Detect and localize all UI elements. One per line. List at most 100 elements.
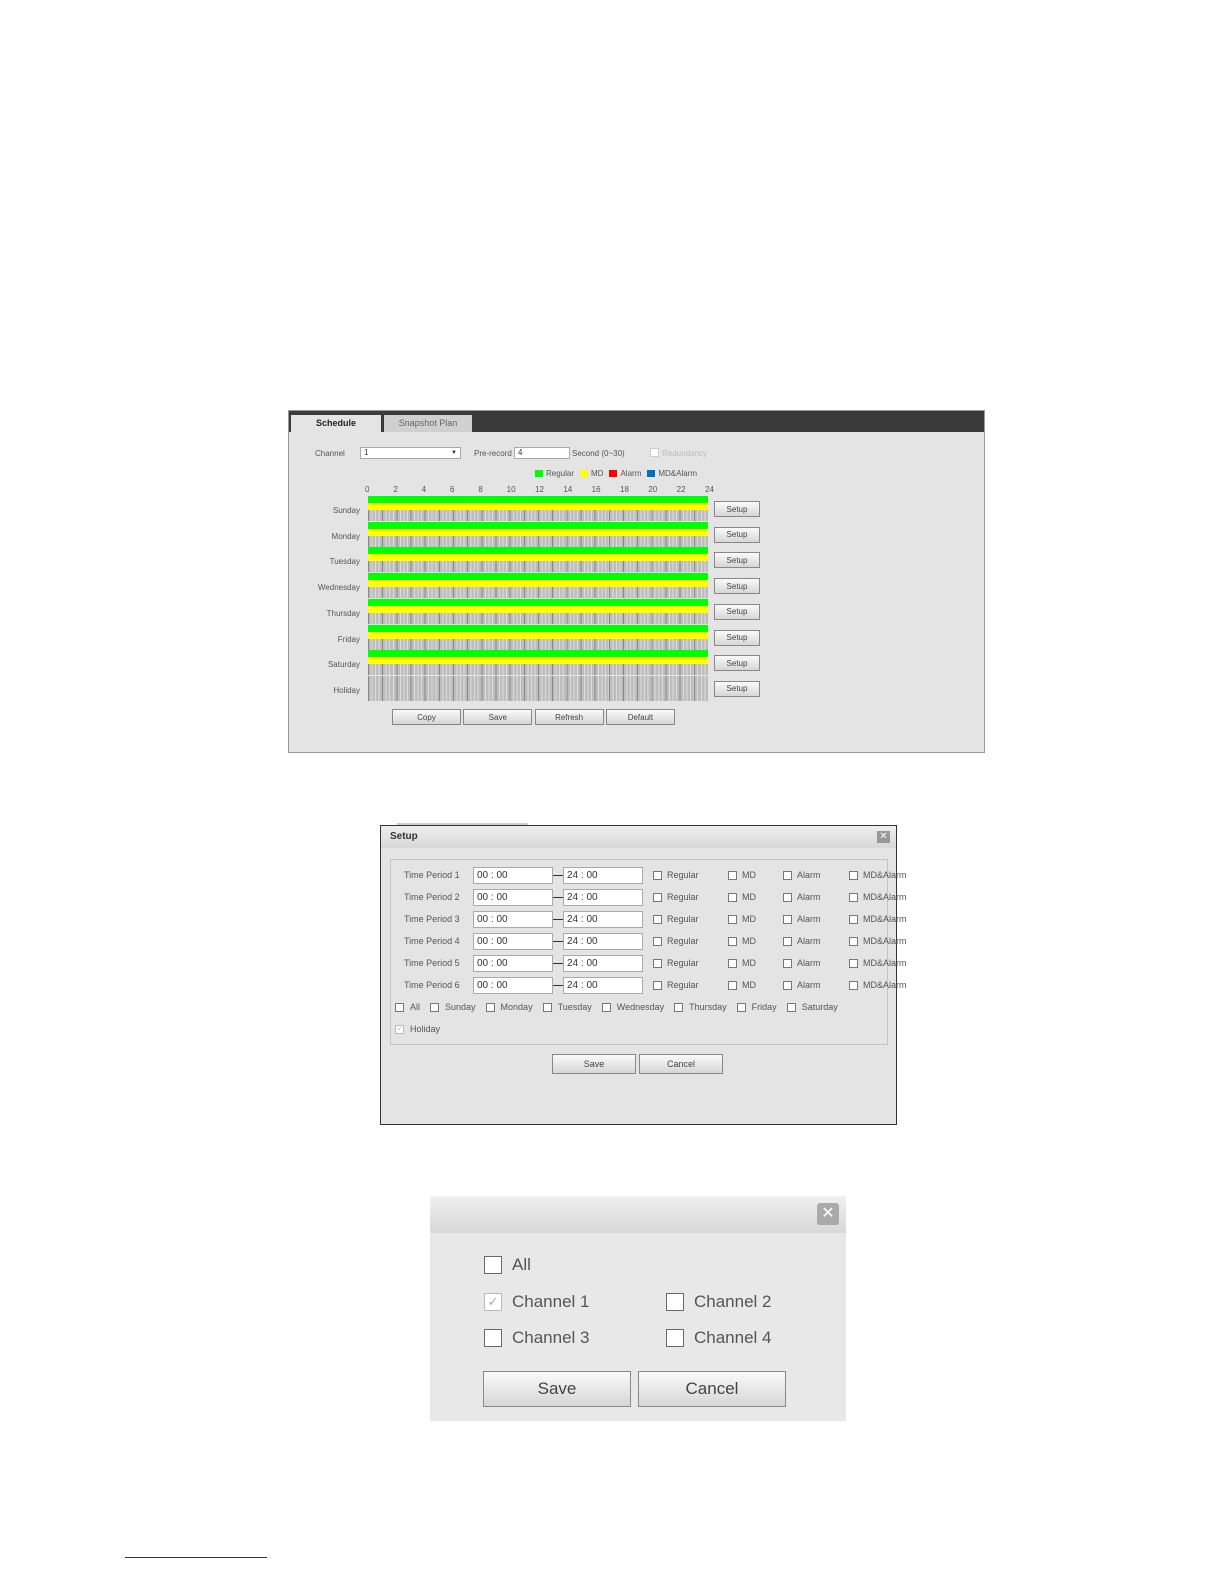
day-label: Monday	[500, 1002, 533, 1012]
copy-button[interactable]: Copy	[392, 709, 461, 725]
all-checkbox[interactable]	[484, 1256, 502, 1274]
day-checkbox[interactable]	[485, 1002, 495, 1012]
day-row[interactable]	[368, 624, 708, 650]
type-checkbox[interactable]	[728, 914, 737, 924]
day-row[interactable]	[368, 598, 708, 624]
type-checkbox[interactable]	[849, 980, 858, 990]
type-checkbox[interactable]	[728, 892, 737, 902]
day-row[interactable]	[368, 496, 708, 521]
type-checkbox[interactable]	[849, 870, 858, 880]
hour-tick: 24	[705, 485, 714, 494]
day-checkbox[interactable]	[395, 1002, 404, 1012]
type-checkbox[interactable]	[728, 980, 737, 990]
channel-checkbox[interactable]	[666, 1329, 684, 1347]
channel-option[interactable]: ✓ Channel 1	[484, 1292, 590, 1312]
setup-button[interactable]: Setup	[714, 501, 760, 517]
close-icon[interactable]: ✕	[817, 1203, 839, 1225]
day-checkbox[interactable]	[674, 1002, 684, 1012]
setup-button[interactable]: Setup	[714, 603, 760, 620]
type-checkbox[interactable]	[849, 936, 858, 946]
setup-button[interactable]: Setup	[714, 655, 760, 672]
type-checkbox[interactable]	[653, 892, 662, 902]
copy-cancel-button[interactable]: Cancel	[638, 1371, 786, 1407]
type-checkbox[interactable]	[849, 892, 858, 902]
setup-button[interactable]: Setup	[714, 680, 760, 697]
legend-swatch	[609, 470, 618, 478]
end-time-input[interactable]: 24 : 00	[563, 954, 643, 972]
type-label: Regular	[667, 914, 699, 924]
start-time-input[interactable]: 00 : 00	[473, 932, 553, 950]
close-icon[interactable]: ✕	[877, 831, 890, 843]
day-checkbox[interactable]	[736, 1002, 746, 1012]
type-checkbox[interactable]	[783, 980, 792, 990]
refresh-button[interactable]: Refresh	[534, 709, 604, 725]
channel-label: Channel 3	[512, 1328, 590, 1347]
type-checkbox[interactable]	[653, 980, 662, 990]
type-checkbox[interactable]	[653, 870, 662, 880]
channel-label: Channel	[315, 449, 345, 458]
type-checkbox[interactable]	[783, 958, 792, 968]
day-row[interactable]	[368, 547, 708, 573]
channel-option[interactable]: Channel 4	[666, 1328, 772, 1348]
type-checkbox[interactable]	[728, 936, 737, 946]
day-checkbox[interactable]	[430, 1002, 440, 1012]
copy-save-button[interactable]: Save	[483, 1371, 631, 1407]
day-label: Monday	[331, 531, 360, 541]
prerecord-input[interactable]: 4	[514, 447, 570, 459]
channel-checkbox[interactable]: ✓	[484, 1293, 502, 1311]
day-label: Tuesday	[329, 557, 360, 567]
hour-axis: 0 2 4 6 8 10 12 14 16 18 20 22 24	[365, 485, 714, 495]
day-row[interactable]	[368, 650, 708, 676]
channel-label: Channel 1	[512, 1292, 590, 1311]
channel-checkbox[interactable]	[484, 1329, 502, 1347]
end-time-input[interactable]: 24 : 00	[563, 910, 643, 928]
start-time-input[interactable]: 00 : 00	[473, 976, 553, 994]
day-row[interactable]	[368, 573, 708, 599]
day-row[interactable]	[368, 521, 708, 547]
channel-select[interactable]: 1 ▼	[360, 447, 461, 459]
type-checkbox[interactable]	[849, 958, 858, 968]
channel-checkbox[interactable]	[666, 1293, 684, 1311]
type-checkbox[interactable]	[783, 936, 792, 946]
regular-bar	[368, 521, 708, 529]
all-channels-option[interactable]: All	[484, 1255, 531, 1275]
type-checkbox[interactable]	[728, 958, 737, 968]
end-time-input[interactable]: 24 : 00	[563, 866, 643, 884]
setup-button[interactable]: Setup	[714, 578, 760, 595]
type-checkbox[interactable]	[783, 870, 792, 880]
save-button[interactable]: Save	[463, 709, 533, 725]
type-checkbox[interactable]	[849, 914, 858, 924]
type-checkbox[interactable]	[653, 936, 662, 946]
day-checkbox[interactable]	[542, 1002, 552, 1012]
type-checkbox[interactable]	[783, 892, 792, 902]
redundancy-checkbox[interactable]	[650, 448, 659, 457]
end-time-input[interactable]: 24 : 00	[563, 976, 643, 994]
holiday-checkbox[interactable]: ✓	[395, 1024, 404, 1034]
type-checkbox[interactable]	[728, 870, 737, 880]
day-checkbox[interactable]	[601, 1002, 611, 1012]
channel-option[interactable]: Channel 2	[666, 1292, 772, 1312]
setup-save-button[interactable]: Save	[552, 1054, 636, 1074]
redundancy-label: Redundancy	[662, 449, 707, 458]
setup-button[interactable]: Setup	[714, 552, 760, 569]
start-time-input[interactable]: 00 : 00	[473, 954, 553, 972]
type-checkbox[interactable]	[653, 914, 662, 924]
tab-schedule[interactable]: Schedule	[291, 415, 381, 432]
setup-button[interactable]: Setup	[714, 629, 760, 646]
setup-button[interactable]: Setup	[714, 526, 760, 543]
start-time-input[interactable]: 00 : 00	[473, 910, 553, 928]
channel-option[interactable]: Channel 3	[484, 1328, 590, 1348]
day-checkbox[interactable]	[786, 1002, 796, 1012]
end-time-input[interactable]: 24 : 00	[563, 888, 643, 906]
tab-snapshot-plan[interactable]: Snapshot Plan	[384, 415, 472, 432]
default-button[interactable]: Default	[605, 709, 675, 725]
start-time-input[interactable]: 00 : 00	[473, 866, 553, 884]
type-checkbox[interactable]	[783, 914, 792, 924]
type-label: Alarm	[797, 892, 821, 902]
day-row[interactable]	[368, 675, 708, 701]
start-time-input[interactable]: 00 : 00	[473, 888, 553, 906]
setup-cancel-button[interactable]: Cancel	[639, 1054, 723, 1074]
end-time-input[interactable]: 24 : 00	[563, 932, 643, 950]
type-checkbox[interactable]	[653, 958, 662, 968]
setup-dialog-body: Time Period 1 00 : 00 24 : 00 Regular MD Alar…	[390, 859, 907, 1045]
